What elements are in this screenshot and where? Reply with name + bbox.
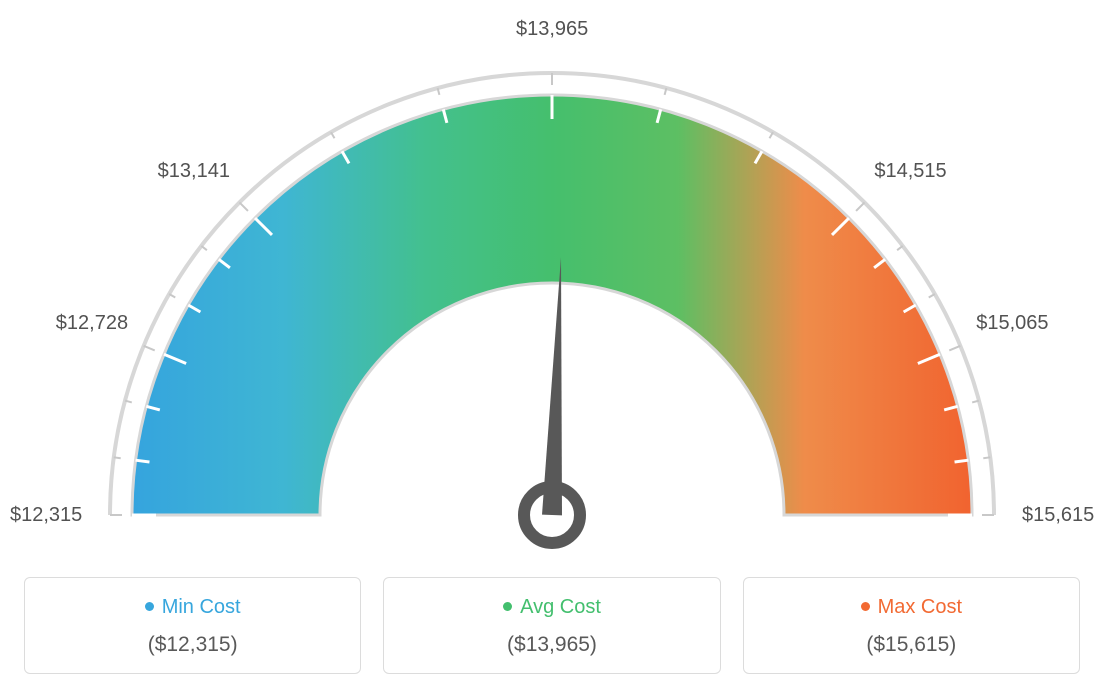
legend-title-max: Max Cost — [744, 596, 1079, 619]
gauge-tick-label: $15,615 — [1022, 504, 1094, 527]
legend-value-avg: ($13,965) — [384, 633, 719, 657]
legend-title-avg: Avg Cost — [384, 596, 719, 619]
gauge-tick-label: $12,315 — [10, 504, 82, 527]
legend-card-min: Min Cost ($12,315) — [24, 577, 361, 674]
gauge-tick-label: $12,728 — [56, 312, 128, 335]
legend-value-min: ($12,315) — [25, 633, 360, 657]
legend-value-max: ($15,615) — [744, 633, 1079, 657]
legend-title-avg-text: Avg Cost — [520, 596, 601, 618]
legend-card-max: Max Cost ($15,615) — [743, 577, 1080, 674]
gauge-tick-label: $14,515 — [874, 160, 946, 183]
legend-title-min: Min Cost — [25, 596, 360, 619]
dot-icon — [145, 602, 154, 611]
cost-gauge: $12,315 $12,728 $13,141 $13,965 $14,515 $15,0… — [0, 0, 1104, 560]
gauge-svg — [0, 0, 1104, 560]
dot-icon — [861, 602, 870, 611]
legend-title-max-text: Max Cost — [878, 596, 962, 618]
legend-row: Min Cost ($12,315) Avg Cost ($13,965) Ma… — [24, 577, 1080, 674]
legend-title-min-text: Min Cost — [162, 596, 241, 618]
gauge-tick-label: $13,141 — [158, 160, 230, 183]
gauge-tick-label: $15,065 — [976, 312, 1048, 335]
legend-card-avg: Avg Cost ($13,965) — [383, 577, 720, 674]
dot-icon — [503, 602, 512, 611]
gauge-tick-label: $13,965 — [516, 18, 588, 41]
